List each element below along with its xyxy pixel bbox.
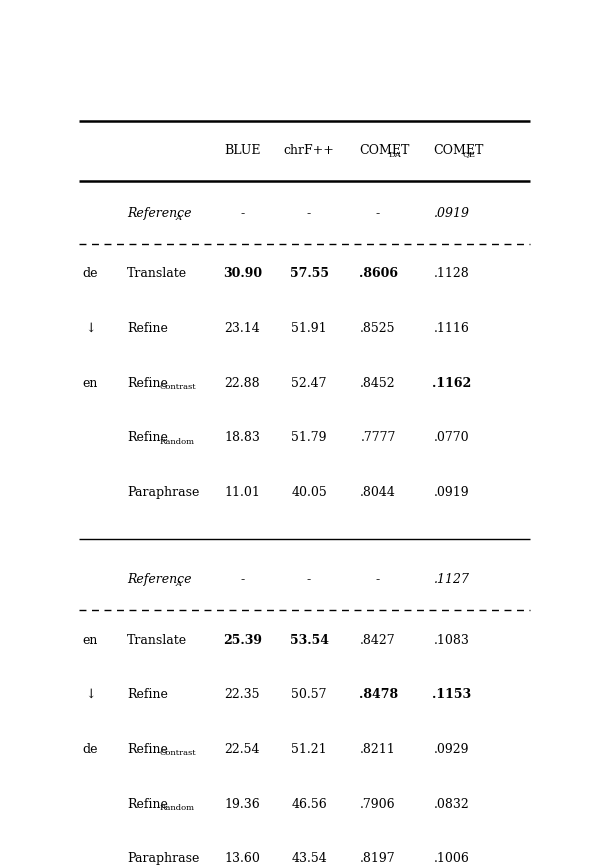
Text: .8478: .8478 — [359, 688, 397, 701]
Text: .0919: .0919 — [434, 486, 469, 499]
Text: .8427: .8427 — [361, 634, 396, 647]
Text: 23.14: 23.14 — [225, 322, 260, 335]
Text: .8211: .8211 — [360, 743, 396, 756]
Text: 18.83: 18.83 — [225, 431, 260, 444]
Text: Paraphrase: Paraphrase — [127, 852, 200, 865]
Text: Refine: Refine — [127, 798, 168, 811]
Text: Reference: Reference — [127, 573, 192, 586]
Text: Refine: Refine — [127, 743, 168, 756]
Text: Random: Random — [159, 437, 194, 446]
Text: en: en — [83, 377, 98, 390]
Text: 43.54: 43.54 — [291, 852, 327, 865]
Text: 30.90: 30.90 — [223, 268, 262, 281]
Text: 19.36: 19.36 — [225, 798, 260, 811]
Text: .0929: .0929 — [434, 743, 469, 756]
Text: .1162: .1162 — [432, 377, 472, 390]
Text: 50.57: 50.57 — [291, 688, 327, 701]
Text: 57.55: 57.55 — [289, 268, 328, 281]
Text: .1127: .1127 — [434, 573, 470, 586]
Text: .7906: .7906 — [361, 798, 396, 811]
Text: -: - — [240, 207, 244, 220]
Text: ↓: ↓ — [85, 322, 96, 335]
Text: Refine: Refine — [127, 377, 168, 390]
Text: 22.54: 22.54 — [225, 743, 260, 756]
Text: .1006: .1006 — [434, 852, 470, 865]
Text: Translate: Translate — [127, 268, 187, 281]
Text: -: - — [376, 207, 380, 220]
Text: COMET: COMET — [360, 144, 410, 157]
Text: -: - — [376, 573, 380, 586]
Text: 51.21: 51.21 — [291, 743, 327, 756]
Text: en: en — [83, 634, 98, 647]
Text: Reference: Reference — [127, 207, 192, 220]
Text: -: - — [307, 573, 311, 586]
Text: Translate: Translate — [127, 634, 187, 647]
Text: 13.60: 13.60 — [225, 852, 260, 865]
Text: 51.79: 51.79 — [291, 431, 327, 444]
Text: .8452: .8452 — [361, 377, 396, 390]
Text: Contrast: Contrast — [159, 383, 196, 391]
Text: .7777: .7777 — [361, 431, 396, 444]
Text: .1083: .1083 — [434, 634, 470, 647]
Text: .1153: .1153 — [432, 688, 471, 701]
Text: .0770: .0770 — [434, 431, 469, 444]
Text: .1128: .1128 — [434, 268, 470, 281]
Text: A: A — [175, 580, 181, 588]
Text: .8525: .8525 — [361, 322, 396, 335]
Text: -: - — [240, 573, 244, 586]
Text: Random: Random — [159, 805, 194, 812]
Text: 25.39: 25.39 — [223, 634, 262, 647]
Text: .1116: .1116 — [434, 322, 470, 335]
Text: .8044: .8044 — [360, 486, 396, 499]
Text: A: A — [175, 214, 181, 222]
Text: .8197: .8197 — [361, 852, 396, 865]
Text: 40.05: 40.05 — [291, 486, 327, 499]
Text: de: de — [83, 268, 98, 281]
Text: Refine: Refine — [127, 431, 168, 444]
Text: .0919: .0919 — [434, 207, 470, 220]
Text: COMET: COMET — [434, 144, 484, 157]
Text: 22.88: 22.88 — [225, 377, 260, 390]
Text: Refine: Refine — [127, 322, 168, 335]
Text: Paraphrase: Paraphrase — [127, 486, 200, 499]
Text: 52.47: 52.47 — [291, 377, 327, 390]
Text: QE: QE — [462, 151, 475, 158]
Text: Refine: Refine — [127, 688, 168, 701]
Text: Contrast: Contrast — [159, 749, 196, 758]
Text: BLUE: BLUE — [224, 144, 261, 157]
Text: 11.01: 11.01 — [225, 486, 260, 499]
Text: .8606: .8606 — [359, 268, 397, 281]
Text: -: - — [307, 207, 311, 220]
Text: 51.91: 51.91 — [291, 322, 327, 335]
Text: chrF++: chrF++ — [283, 144, 334, 157]
Text: .0832: .0832 — [434, 798, 470, 811]
Text: de: de — [83, 743, 98, 756]
Text: DA: DA — [388, 151, 402, 158]
Text: 22.35: 22.35 — [225, 688, 260, 701]
Text: ↓: ↓ — [85, 688, 96, 701]
Text: 46.56: 46.56 — [291, 798, 327, 811]
Text: 53.54: 53.54 — [289, 634, 328, 647]
